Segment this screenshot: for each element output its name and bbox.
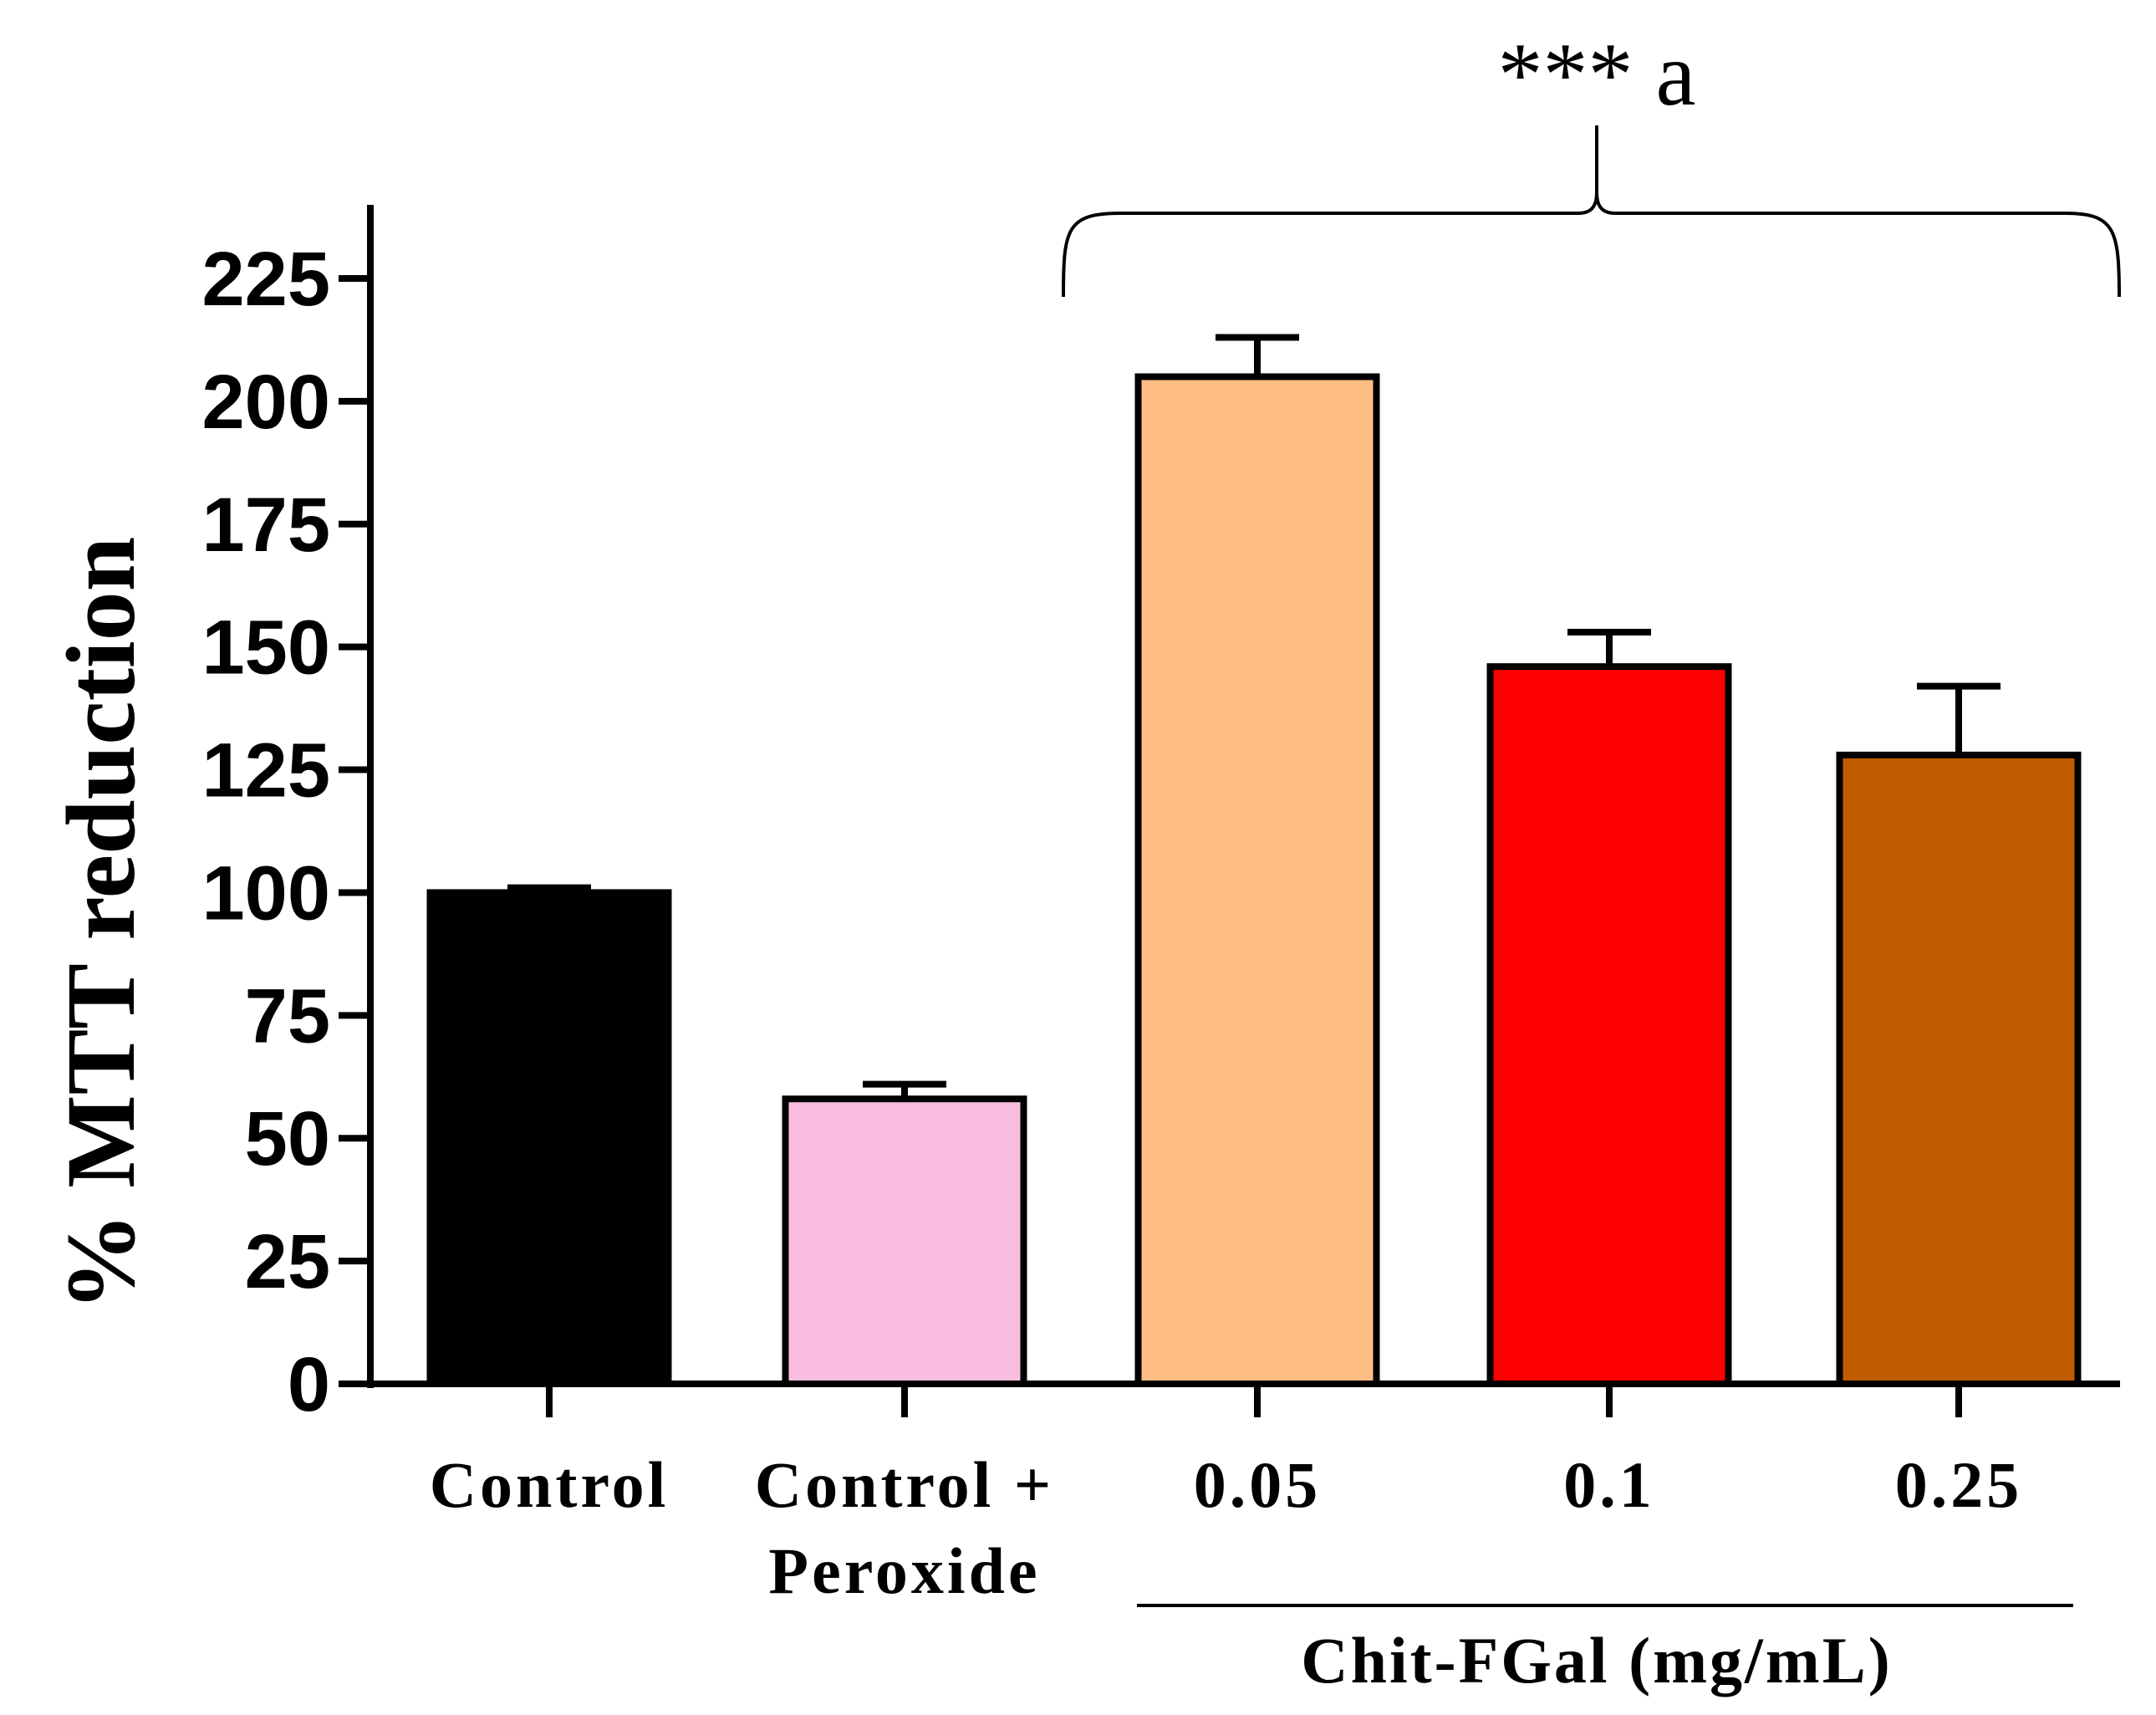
bar <box>782 1095 1027 1387</box>
y-axis-label: % MTT reduction <box>46 537 155 1312</box>
bar <box>1836 751 2082 1387</box>
x-tick-label: Control + <box>755 1448 1055 1521</box>
y-tick-label: 50 <box>245 1096 330 1182</box>
y-tick-label: 200 <box>202 360 331 445</box>
x-tick-label: Peroxide <box>768 1534 1040 1607</box>
bar <box>1134 373 1380 1387</box>
y-tick-label: 75 <box>245 973 330 1059</box>
y-tick-label: 175 <box>202 482 331 568</box>
bar <box>1486 663 1732 1387</box>
y-tick-label: 125 <box>202 728 331 814</box>
bar <box>426 889 672 1387</box>
significance-bracket <box>1062 125 2121 298</box>
significance-annotation: *** a <box>1498 25 1696 125</box>
y-tick-label: 225 <box>202 237 331 322</box>
y-tick-label: 25 <box>245 1219 330 1304</box>
x-tick-label: 0.05 <box>1194 1448 1322 1521</box>
y-tick-label: 150 <box>202 605 331 691</box>
x-tick-label: 0.1 <box>1563 1448 1655 1521</box>
y-tick-label: 100 <box>202 850 331 936</box>
x-tick-label: Control <box>430 1448 670 1521</box>
x-tick-label: 0.25 <box>1895 1448 2023 1521</box>
y-tick-label: 0 <box>288 1342 330 1427</box>
group-label: Chit-FGal (mg/mL) <box>1301 1624 1892 1697</box>
